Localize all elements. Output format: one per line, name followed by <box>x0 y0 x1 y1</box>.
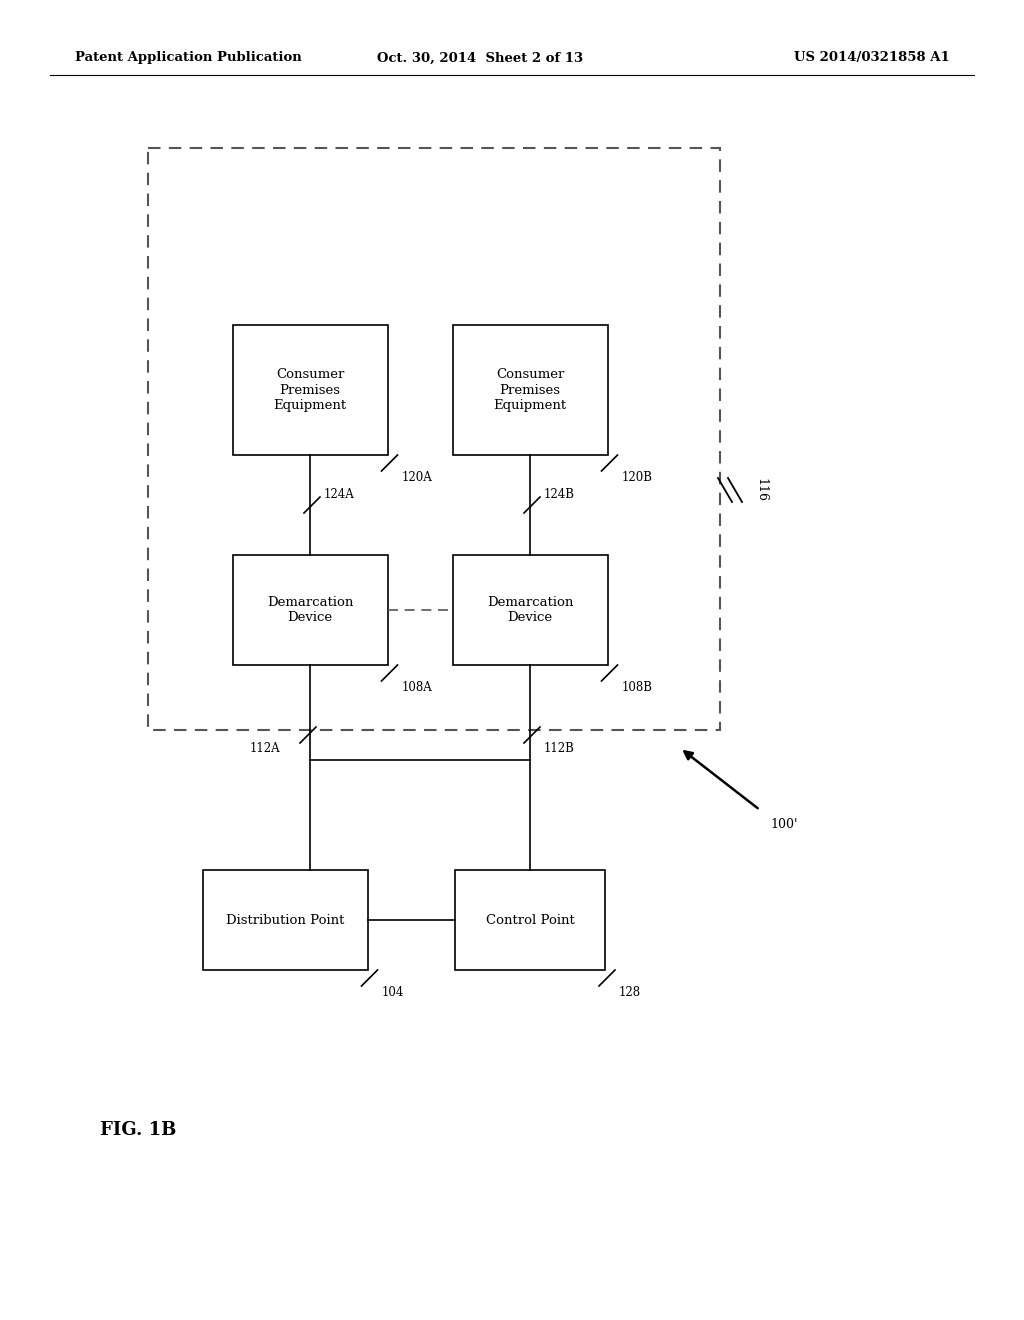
Text: Demarcation
Device: Demarcation Device <box>486 597 573 624</box>
Text: 100': 100' <box>770 818 798 832</box>
Bar <box>148 148 720 730</box>
Text: 128: 128 <box>618 986 641 999</box>
Text: Patent Application Publication: Patent Application Publication <box>75 51 302 65</box>
Text: Control Point: Control Point <box>485 913 574 927</box>
Text: 124B: 124B <box>544 488 575 502</box>
Text: Distribution Point: Distribution Point <box>226 913 344 927</box>
Text: 112A: 112A <box>250 742 280 755</box>
Text: US 2014/0321858 A1: US 2014/0321858 A1 <box>795 51 950 65</box>
Text: 112B: 112B <box>544 742 574 755</box>
Bar <box>232 554 387 665</box>
Text: Consumer
Premises
Equipment: Consumer Premises Equipment <box>494 368 566 412</box>
Bar <box>232 325 387 455</box>
Bar <box>453 554 607 665</box>
Text: FIG. 1B: FIG. 1B <box>100 1121 176 1139</box>
Text: Consumer
Premises
Equipment: Consumer Premises Equipment <box>273 368 346 412</box>
Text: 124A: 124A <box>324 488 354 502</box>
Bar <box>453 325 607 455</box>
Text: 104: 104 <box>382 986 403 999</box>
Text: Demarcation
Device: Demarcation Device <box>267 597 353 624</box>
Bar <box>203 870 368 970</box>
Text: Oct. 30, 2014  Sheet 2 of 13: Oct. 30, 2014 Sheet 2 of 13 <box>377 51 583 65</box>
Text: 120B: 120B <box>622 471 652 484</box>
Text: 108A: 108A <box>401 681 432 694</box>
Bar <box>455 870 605 970</box>
Text: 116: 116 <box>754 478 767 502</box>
Text: 108B: 108B <box>622 681 652 694</box>
Text: 120A: 120A <box>401 471 432 484</box>
